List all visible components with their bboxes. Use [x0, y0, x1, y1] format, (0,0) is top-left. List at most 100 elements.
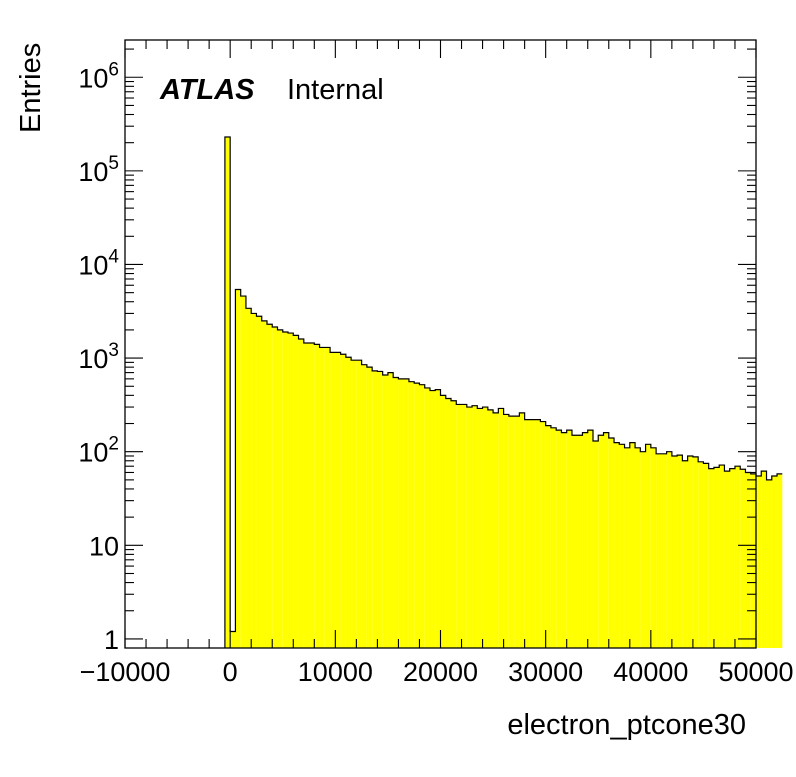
histogram-bar — [719, 465, 725, 648]
x-tick-label: −10000 — [80, 657, 171, 687]
histogram-bar — [629, 442, 636, 648]
histogram-bar — [361, 364, 367, 648]
histogram-bar — [582, 432, 588, 648]
histogram-bar — [456, 404, 462, 648]
histogram-bar — [282, 331, 289, 648]
histogram-bar — [277, 329, 283, 648]
histogram-bar — [224, 137, 231, 648]
histogram-bar — [309, 342, 315, 648]
histogram-bar — [393, 377, 399, 648]
x-axis-title: electron_ptcone30 — [507, 709, 746, 741]
axis-ticks — [124, 40, 757, 648]
histogram-bar — [398, 378, 404, 648]
histogram-bar — [351, 360, 357, 648]
histogram-bar — [303, 342, 310, 648]
histogram-bar — [245, 308, 252, 648]
atlas-label: ATLAS — [159, 74, 255, 106]
histogram-bar — [550, 427, 557, 648]
histogram-bar — [261, 320, 267, 648]
y-tick-label: 102 — [78, 434, 119, 468]
histogram-bar — [293, 335, 299, 648]
histogram-bar — [519, 412, 525, 648]
histogram-bar — [251, 313, 257, 648]
y-tick-label: 1 — [104, 625, 119, 655]
histogram-bar — [451, 400, 457, 648]
histogram-bar — [556, 430, 562, 648]
histogram-bar — [545, 425, 551, 648]
histogram-bar — [493, 412, 499, 648]
histogram-bars — [224, 137, 783, 648]
histogram-bar — [314, 344, 320, 648]
histogram-bar — [288, 333, 294, 648]
x-tick-labels: −10000 0 10000 20000 30000 40000 50000 — [80, 657, 794, 687]
histogram-bar — [640, 451, 646, 648]
histogram-bar — [740, 469, 746, 648]
histogram-bar — [524, 419, 530, 648]
histogram-bar — [703, 463, 709, 648]
histogram-bar — [440, 395, 446, 648]
histogram-bar — [256, 316, 262, 648]
y-tick-label: 104 — [78, 246, 119, 280]
histogram-bar — [671, 455, 678, 648]
histogram-bar — [608, 438, 615, 648]
histogram-bar — [514, 416, 520, 648]
histogram-bar — [377, 371, 383, 648]
histogram-bar — [777, 473, 783, 648]
histogram-bar — [624, 447, 630, 648]
histogram-bar — [540, 421, 546, 648]
histogram-bar — [472, 405, 478, 648]
histogram-bar — [645, 444, 651, 648]
histogram-bar — [429, 390, 436, 648]
histogram-bar — [403, 378, 409, 648]
histogram-bar — [603, 432, 609, 648]
histogram-bar — [272, 326, 278, 648]
histogram-bar — [729, 468, 735, 648]
histogram-bar — [614, 442, 620, 648]
x-tick-label: 30000 — [508, 657, 583, 687]
histogram-outline — [224, 136, 783, 648]
x-tick-label: 40000 — [613, 657, 688, 687]
histogram-bar — [340, 354, 346, 648]
histogram-bar — [598, 435, 604, 648]
histogram-bar — [682, 460, 688, 648]
histogram-bar — [482, 407, 488, 648]
histogram-bar — [503, 414, 509, 648]
histogram-bar — [319, 347, 325, 648]
histogram-bar — [356, 360, 362, 648]
histogram-bar — [656, 453, 662, 648]
y-tick-label: 103 — [78, 340, 119, 374]
histogram-bar — [435, 389, 441, 648]
histogram-bar — [298, 338, 304, 648]
y-tick-label: 10 — [89, 531, 119, 561]
histogram-bar — [734, 466, 741, 648]
histogram-bar — [498, 408, 504, 648]
x-tick-label: 10000 — [298, 657, 373, 687]
histogram-bar — [408, 381, 415, 648]
histogram-bar — [666, 451, 672, 648]
y-tick-label: 106 — [78, 59, 119, 93]
histogram-bar — [756, 476, 762, 648]
histogram-bar — [566, 430, 572, 648]
internal-label: Internal — [287, 74, 384, 106]
histogram-bar — [713, 467, 720, 648]
histogram-bar — [414, 383, 420, 648]
histogram-bar — [230, 631, 236, 648]
histogram-bar — [587, 430, 593, 648]
histogram-bar — [687, 455, 693, 648]
histogram-bar — [650, 447, 657, 648]
x-tick-label: 20000 — [403, 657, 478, 687]
histogram-bar — [324, 347, 331, 648]
histogram-bar — [508, 416, 515, 648]
histogram-bar — [692, 456, 699, 648]
y-axis-title: Entries — [15, 43, 47, 133]
y-tick-label: 105 — [78, 153, 119, 187]
histogram-bar — [698, 461, 704, 648]
histogram-bar — [724, 471, 730, 648]
histogram-bar — [466, 407, 473, 648]
histogram-bar — [561, 432, 567, 648]
histogram-bar — [387, 372, 394, 648]
histogram-bar — [330, 352, 336, 648]
histogram-bar — [419, 384, 425, 648]
